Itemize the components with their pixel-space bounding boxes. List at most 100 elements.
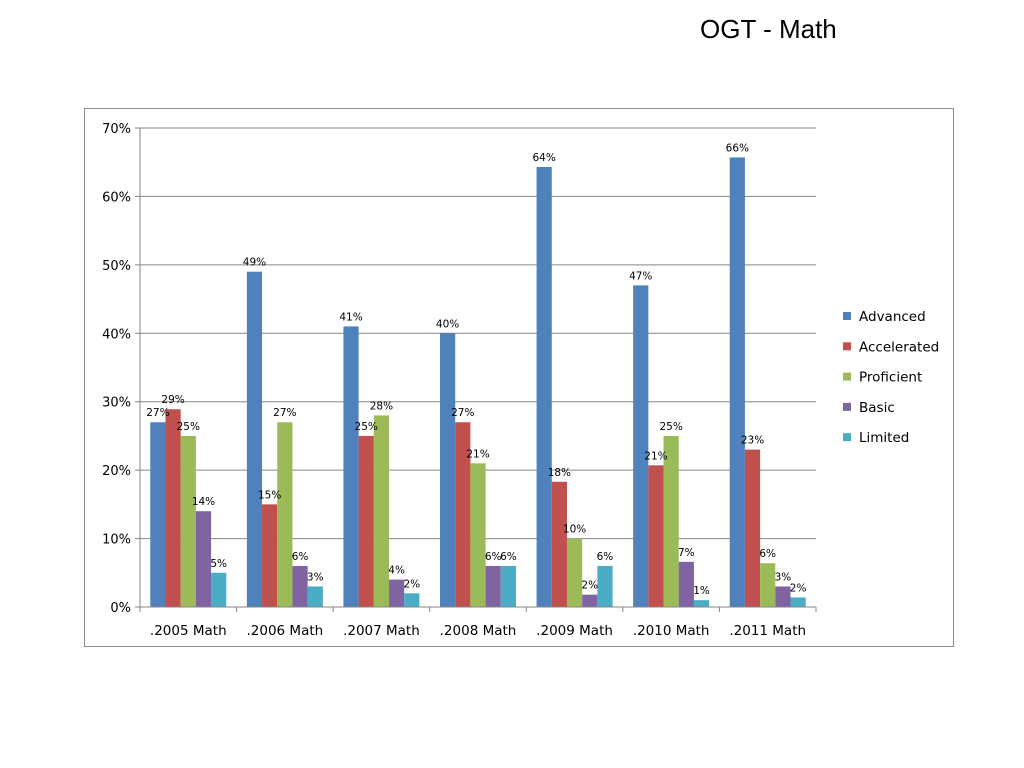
bar-accelerated — [262, 504, 278, 607]
data-label: 10% — [563, 524, 586, 536]
bar-basic — [678, 561, 694, 607]
bar-limited — [500, 565, 516, 607]
bar-proficient — [470, 463, 486, 607]
data-label: 18% — [548, 467, 571, 479]
bar-basic — [389, 579, 405, 607]
x-tick-label: .2009 Math — [536, 623, 613, 639]
legend-swatch — [843, 342, 851, 351]
y-tick-label: 60% — [102, 190, 131, 205]
y-tick-label: 0% — [110, 601, 131, 616]
bar-advanced — [729, 157, 745, 607]
x-tick-label: .2007 Math — [343, 623, 420, 639]
data-label: 40% — [436, 318, 459, 330]
bar-accelerated — [551, 481, 567, 607]
data-label: 2% — [403, 578, 420, 590]
bar-limited — [211, 572, 227, 607]
y-tick-label: 40% — [102, 327, 131, 342]
bar-accelerated — [165, 409, 181, 607]
data-label: 66% — [726, 142, 749, 154]
bar-chart: 0% 10% 20% 30% 40% 50% 60% 70% .2005 Math .2006 M… — [102, 122, 939, 639]
x-tick-label: .2010 Math — [633, 623, 710, 639]
data-label: 6% — [500, 551, 517, 563]
data-label: 3% — [307, 571, 324, 583]
legend-label: Accelerated — [859, 339, 939, 355]
bar-advanced — [536, 167, 552, 608]
bar-limited — [693, 600, 710, 607]
data-labels: 27%29%25%14%5%49%15%27%6%3%41%25%28%4%2%… — [146, 142, 806, 597]
legend-label: Basic — [859, 400, 895, 416]
chart-frame: 0% 10% 20% 30% 40% 50% 60% 70% .2005 Math .2006 M… — [84, 108, 954, 647]
bar-accelerated — [648, 465, 664, 607]
bar-limited — [790, 597, 806, 607]
bar-advanced — [246, 271, 263, 607]
bar-advanced — [440, 333, 456, 607]
legend: Advanced Accelerated Proficient Basic Limite… — [843, 309, 939, 446]
slide-title: OGT - Math — [700, 14, 837, 44]
legend-label: Proficient — [859, 370, 922, 386]
x-tick-label: .2008 Math — [440, 623, 517, 639]
data-label: 25% — [355, 421, 378, 433]
bar-advanced — [343, 326, 359, 607]
bar-proficient — [373, 415, 390, 607]
bar-accelerated — [744, 449, 761, 607]
bar-proficient — [663, 435, 679, 607]
data-label: 21% — [644, 450, 667, 462]
data-label: 25% — [659, 421, 682, 433]
legend-swatch — [843, 312, 851, 320]
x-tick-label: .2011 Math — [729, 623, 806, 639]
data-label: 27% — [146, 407, 169, 419]
data-label: 49% — [243, 257, 266, 269]
bar-advanced — [150, 422, 166, 607]
data-label: 64% — [532, 152, 555, 164]
axes: 0% 10% 20% 30% 40% 50% 60% 70% .2005 Math .2006 M… — [102, 122, 817, 639]
bar-proficient — [180, 435, 196, 607]
data-label: 14% — [192, 496, 215, 508]
data-label: 41% — [339, 311, 362, 323]
data-label: 7% — [678, 547, 695, 559]
data-label: 47% — [629, 270, 652, 282]
x-tick-label: .2006 Math — [246, 623, 323, 639]
bar-advanced — [633, 285, 649, 607]
bar-basic — [582, 594, 598, 607]
data-label: 27% — [273, 407, 296, 419]
bar-accelerated — [455, 422, 471, 607]
x-tick-label: .2005 Math — [150, 623, 227, 639]
data-label: 6% — [485, 551, 502, 563]
y-tick-label: 50% — [102, 259, 131, 274]
data-label: 2% — [790, 582, 807, 594]
data-label: 5% — [210, 558, 227, 570]
data-label: 21% — [466, 448, 489, 460]
bar-proficient — [566, 538, 583, 607]
legend-swatch — [843, 372, 851, 381]
legend-label: Limited — [859, 430, 909, 446]
data-label: 6% — [759, 548, 776, 560]
legend-swatch — [843, 402, 851, 411]
data-label: 25% — [177, 421, 200, 433]
bar-limited — [307, 586, 323, 607]
data-label: 3% — [775, 571, 792, 583]
y-tick-label: 20% — [102, 464, 131, 479]
bar-accelerated — [358, 435, 374, 607]
data-label: 23% — [741, 435, 764, 447]
data-label: 15% — [258, 489, 281, 501]
bar-basic — [485, 565, 501, 607]
bar-basic — [195, 511, 212, 607]
bars — [150, 157, 806, 608]
bar-basic — [775, 586, 791, 607]
legend-label: Advanced — [859, 309, 926, 325]
data-label: 27% — [451, 407, 474, 419]
data-label: 28% — [370, 400, 393, 412]
bar-proficient — [760, 563, 776, 607]
y-tick-label: 70% — [102, 122, 131, 137]
bar-basic — [292, 565, 308, 607]
data-label: 6% — [597, 551, 614, 563]
legend-swatch — [843, 433, 851, 442]
bar-proficient — [277, 422, 293, 607]
data-label: 29% — [161, 394, 184, 406]
y-tick-label: 10% — [102, 533, 131, 548]
bar-limited — [404, 593, 420, 607]
data-label: 2% — [581, 580, 598, 592]
data-label: 6% — [292, 551, 309, 563]
data-label: 1% — [693, 585, 710, 597]
y-tick-label: 30% — [102, 396, 131, 411]
